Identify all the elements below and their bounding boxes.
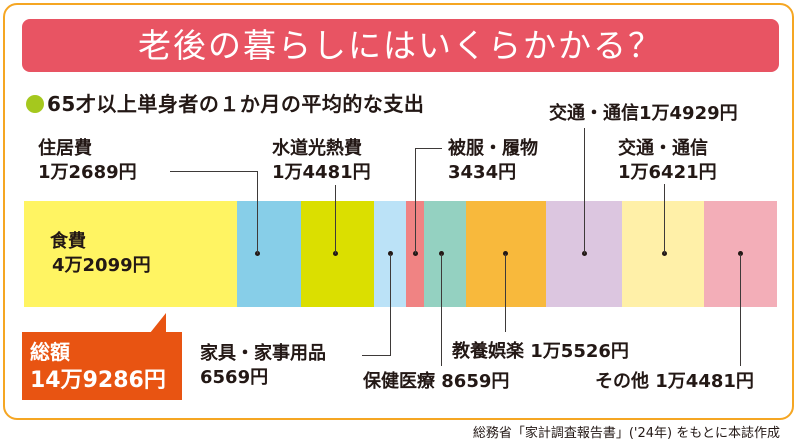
segment-food: [24, 201, 237, 307]
label-clothing: 被服・履物 3434円: [448, 138, 538, 183]
leader-utilities: [335, 185, 336, 254]
chart-title: 老後の暮らしにはいくらかかる？: [22, 19, 779, 72]
label-furniture: 家具・家事用品 6569円: [200, 343, 326, 388]
leader-furniture-h: [362, 355, 391, 356]
leader-transport: [584, 128, 585, 254]
pin-health: [439, 251, 444, 256]
leader-health: [441, 254, 442, 366]
leader-other: [740, 254, 741, 366]
leader-communication: [664, 184, 665, 254]
leader-housing-h: [170, 171, 258, 172]
leader-housing-v: [257, 171, 258, 254]
total-callout-tail: [150, 313, 166, 333]
label-housing: 住居費 1万2689円: [38, 138, 137, 183]
leader-culture: [505, 254, 506, 332]
total-value: 14万9286円: [30, 368, 166, 393]
segment-housing: [237, 201, 301, 307]
leader-clothing-h: [415, 148, 442, 149]
pin-furniture: [388, 251, 393, 256]
leader-furniture-v: [390, 254, 391, 355]
label-transport: 交通・通信1万4929円: [549, 103, 738, 124]
label-communication: 交通・通信 1万6421円: [618, 138, 717, 183]
total-label: 総額: [30, 340, 70, 364]
total-callout: 総額 14万9286円: [22, 332, 182, 400]
segment-health: [424, 201, 466, 307]
label-other: その他 1万4481円: [595, 371, 754, 392]
leader-clothing-v: [415, 148, 416, 254]
label-utilities: 水道光熱費 1万4481円: [272, 138, 371, 183]
label-health: 保健医療 8659円: [363, 371, 510, 392]
label-food: 食費 4万2099円: [50, 231, 151, 276]
source-note: 総務省「家計調査報告書」('24年) をもとに本誌作成: [472, 426, 780, 441]
chart-subtitle: 65才以上単身者の１か月の平均的な支出: [26, 88, 424, 117]
subtitle-text: 65才以上単身者の１か月の平均的な支出: [47, 92, 425, 116]
pin-culture: [503, 251, 508, 256]
bullet-dot-icon: [26, 95, 44, 113]
pin-other: [738, 251, 743, 256]
label-culture: 教養娯楽 1万5526円: [452, 341, 629, 362]
